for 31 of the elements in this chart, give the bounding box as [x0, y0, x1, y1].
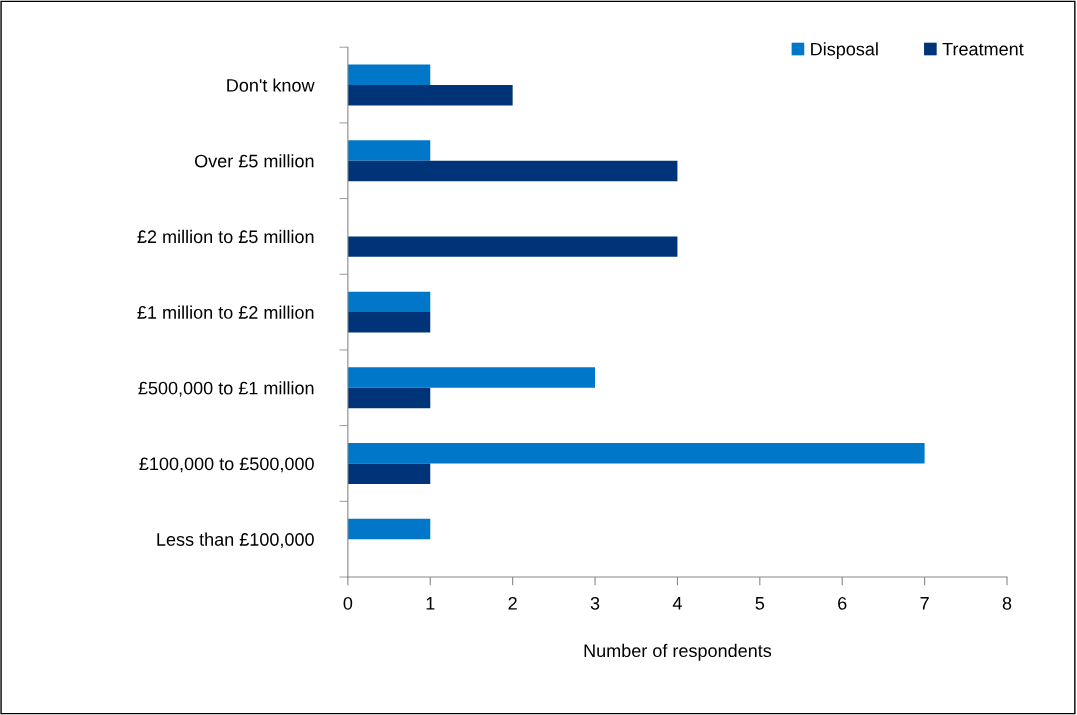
bar [347, 387, 431, 409]
y-tick-label: £100,000 to £500,000 [139, 457, 314, 473]
bar [347, 312, 431, 333]
y-tick-label: Don't know [227, 78, 315, 92]
x-tick-label: 4 [672, 597, 682, 610]
y-tick-label: £2 million to £5 million [137, 229, 314, 244]
x-tick-label: 0 [343, 596, 353, 610]
y-tick-label: £500,000 to £1 million [138, 381, 314, 397]
y-tick-label: £1 million to £2 million [137, 305, 314, 319]
x-tick-label: 2 [508, 596, 517, 610]
x-tick-label: 3 [590, 596, 600, 610]
x-tick-label: 6 [838, 596, 847, 610]
bar [347, 85, 513, 106]
x-tick-label: 1 [426, 597, 435, 610]
bar [347, 463, 431, 484]
y-tick-label: Less than £100,000 [157, 532, 314, 549]
bar [347, 236, 678, 257]
bar [347, 518, 431, 540]
bar [347, 291, 431, 313]
bar [347, 443, 925, 464]
legend-label: Disposal [811, 42, 878, 60]
x-tick-label: 5 [755, 597, 765, 610]
y-tick-label: Over £5 million [194, 154, 314, 168]
bar [347, 64, 431, 86]
bar [347, 160, 678, 182]
legend-label: Treatment [942, 42, 1024, 56]
x-axis-title: Number of respondents [584, 643, 772, 661]
x-tick-label: 8 [1002, 596, 1012, 610]
x-tick-label: 7 [920, 597, 929, 610]
bar [347, 140, 431, 161]
bar [347, 367, 596, 388]
